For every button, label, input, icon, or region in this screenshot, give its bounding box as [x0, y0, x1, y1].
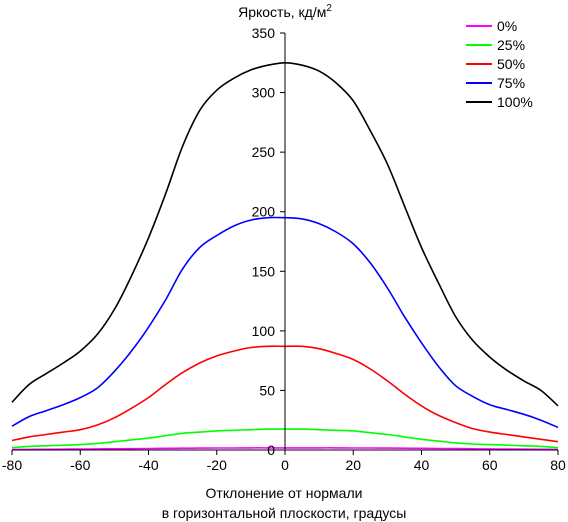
y-axis-title: Яркость, кд/м2 [238, 3, 332, 20]
y-tick-label: 150 [252, 263, 276, 279]
legend-label: 75% [497, 75, 525, 91]
y-tick-label: 100 [252, 323, 276, 339]
legend-label: 0% [497, 18, 517, 34]
y-tick-label: 200 [252, 204, 276, 220]
legend-label: 100% [497, 94, 533, 110]
x-tick-label: 80 [550, 457, 566, 473]
y-tick-label: 50 [259, 382, 275, 398]
legend-label: 50% [497, 56, 525, 72]
x-axis-title-line2: в горизонтальной плоскости, градусы [162, 505, 407, 521]
y-tick-label: 250 [252, 144, 276, 160]
x-tick-label: -40 [138, 457, 158, 473]
x-axis-title-line1: Отклонение от нормали [206, 485, 363, 501]
x-tick-label: 60 [482, 457, 498, 473]
x-tick-label: 0 [281, 457, 289, 473]
y-axis-title-text: Яркость, кд/м [238, 4, 326, 20]
axes [12, 33, 558, 451]
y-tick-label: 0 [267, 442, 275, 458]
y-tick-label: 300 [252, 85, 276, 101]
ticks: -80 -60 -40 -20 0 20 40 60 80 0 50 100 150 200 250 300 3… [2, 25, 566, 473]
x-tick-label: 20 [345, 457, 361, 473]
x-tick-label: -20 [207, 457, 227, 473]
x-tick-label: 40 [414, 457, 430, 473]
x-tick-label: -60 [70, 457, 90, 473]
y-tick-label: 350 [252, 25, 276, 41]
legend-label: 25% [497, 37, 525, 53]
x-tick-label: -80 [2, 457, 22, 473]
y-axis-title-superscript: 2 [326, 3, 332, 14]
legend: 0% 25% 50% 75% 100% [466, 18, 533, 110]
